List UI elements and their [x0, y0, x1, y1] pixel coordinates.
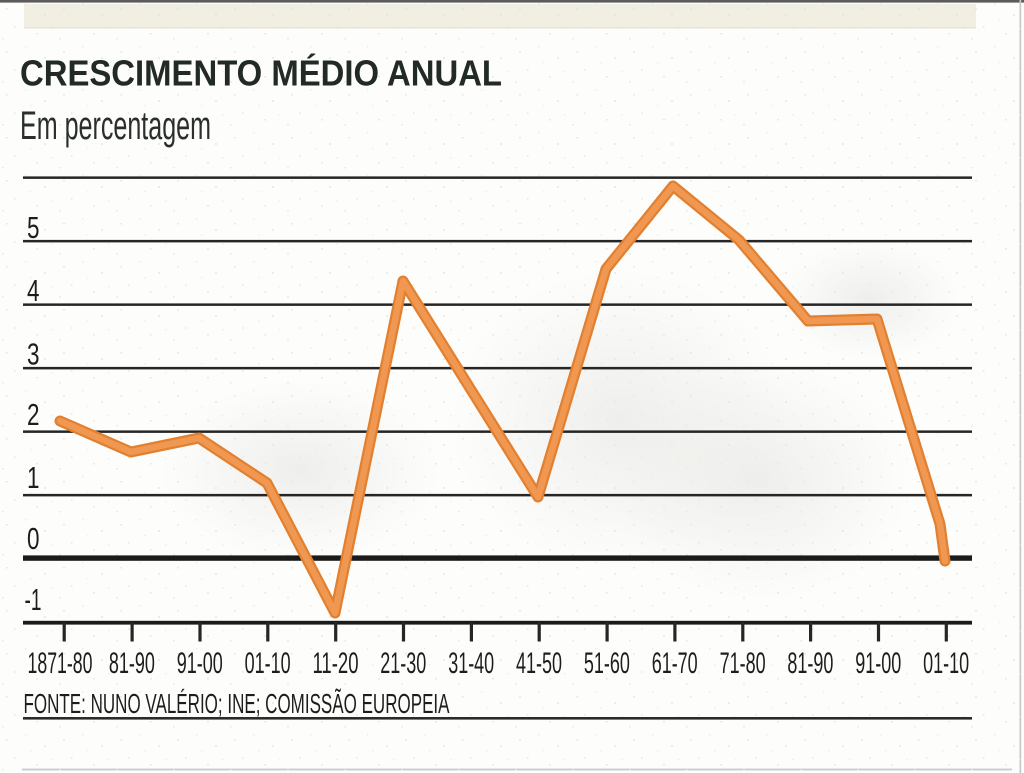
svg-text:71-80: 71-80	[720, 647, 766, 680]
svg-text:2: 2	[27, 397, 40, 432]
svg-text:21-30: 21-30	[380, 647, 426, 680]
svg-text:31-40: 31-40	[448, 647, 494, 680]
svg-text:3: 3	[27, 337, 40, 372]
svg-text:1871-80: 1871-80	[28, 647, 93, 680]
svg-text:CRESCIMENTO MÉDIO ANUAL: CRESCIMENTO MÉDIO ANUAL	[20, 53, 502, 94]
svg-text:01-10: 01-10	[923, 647, 969, 680]
svg-text:Em percentagem: Em percentagem	[20, 104, 211, 148]
svg-text:91-00: 91-00	[177, 647, 223, 680]
svg-text:91-00: 91-00	[855, 647, 901, 680]
svg-text:FONTE: NUNO VALÉRIO; INE; COMI: FONTE: NUNO VALÉRIO; INE; COMISSÃO EUROP…	[24, 688, 450, 719]
svg-text:51-60: 51-60	[584, 647, 630, 680]
svg-text:81-90: 81-90	[787, 647, 833, 680]
svg-text:4: 4	[27, 273, 40, 308]
svg-text:41-50: 41-50	[516, 647, 562, 680]
svg-text:1: 1	[27, 460, 40, 495]
svg-text:5: 5	[27, 210, 40, 245]
svg-text:61-70: 61-70	[652, 647, 698, 680]
svg-text:11-20: 11-20	[313, 647, 359, 680]
svg-text:01-10: 01-10	[245, 647, 291, 680]
svg-text:0: 0	[27, 521, 40, 556]
svg-text:-1: -1	[25, 582, 42, 617]
svg-text:81-90: 81-90	[109, 647, 155, 680]
